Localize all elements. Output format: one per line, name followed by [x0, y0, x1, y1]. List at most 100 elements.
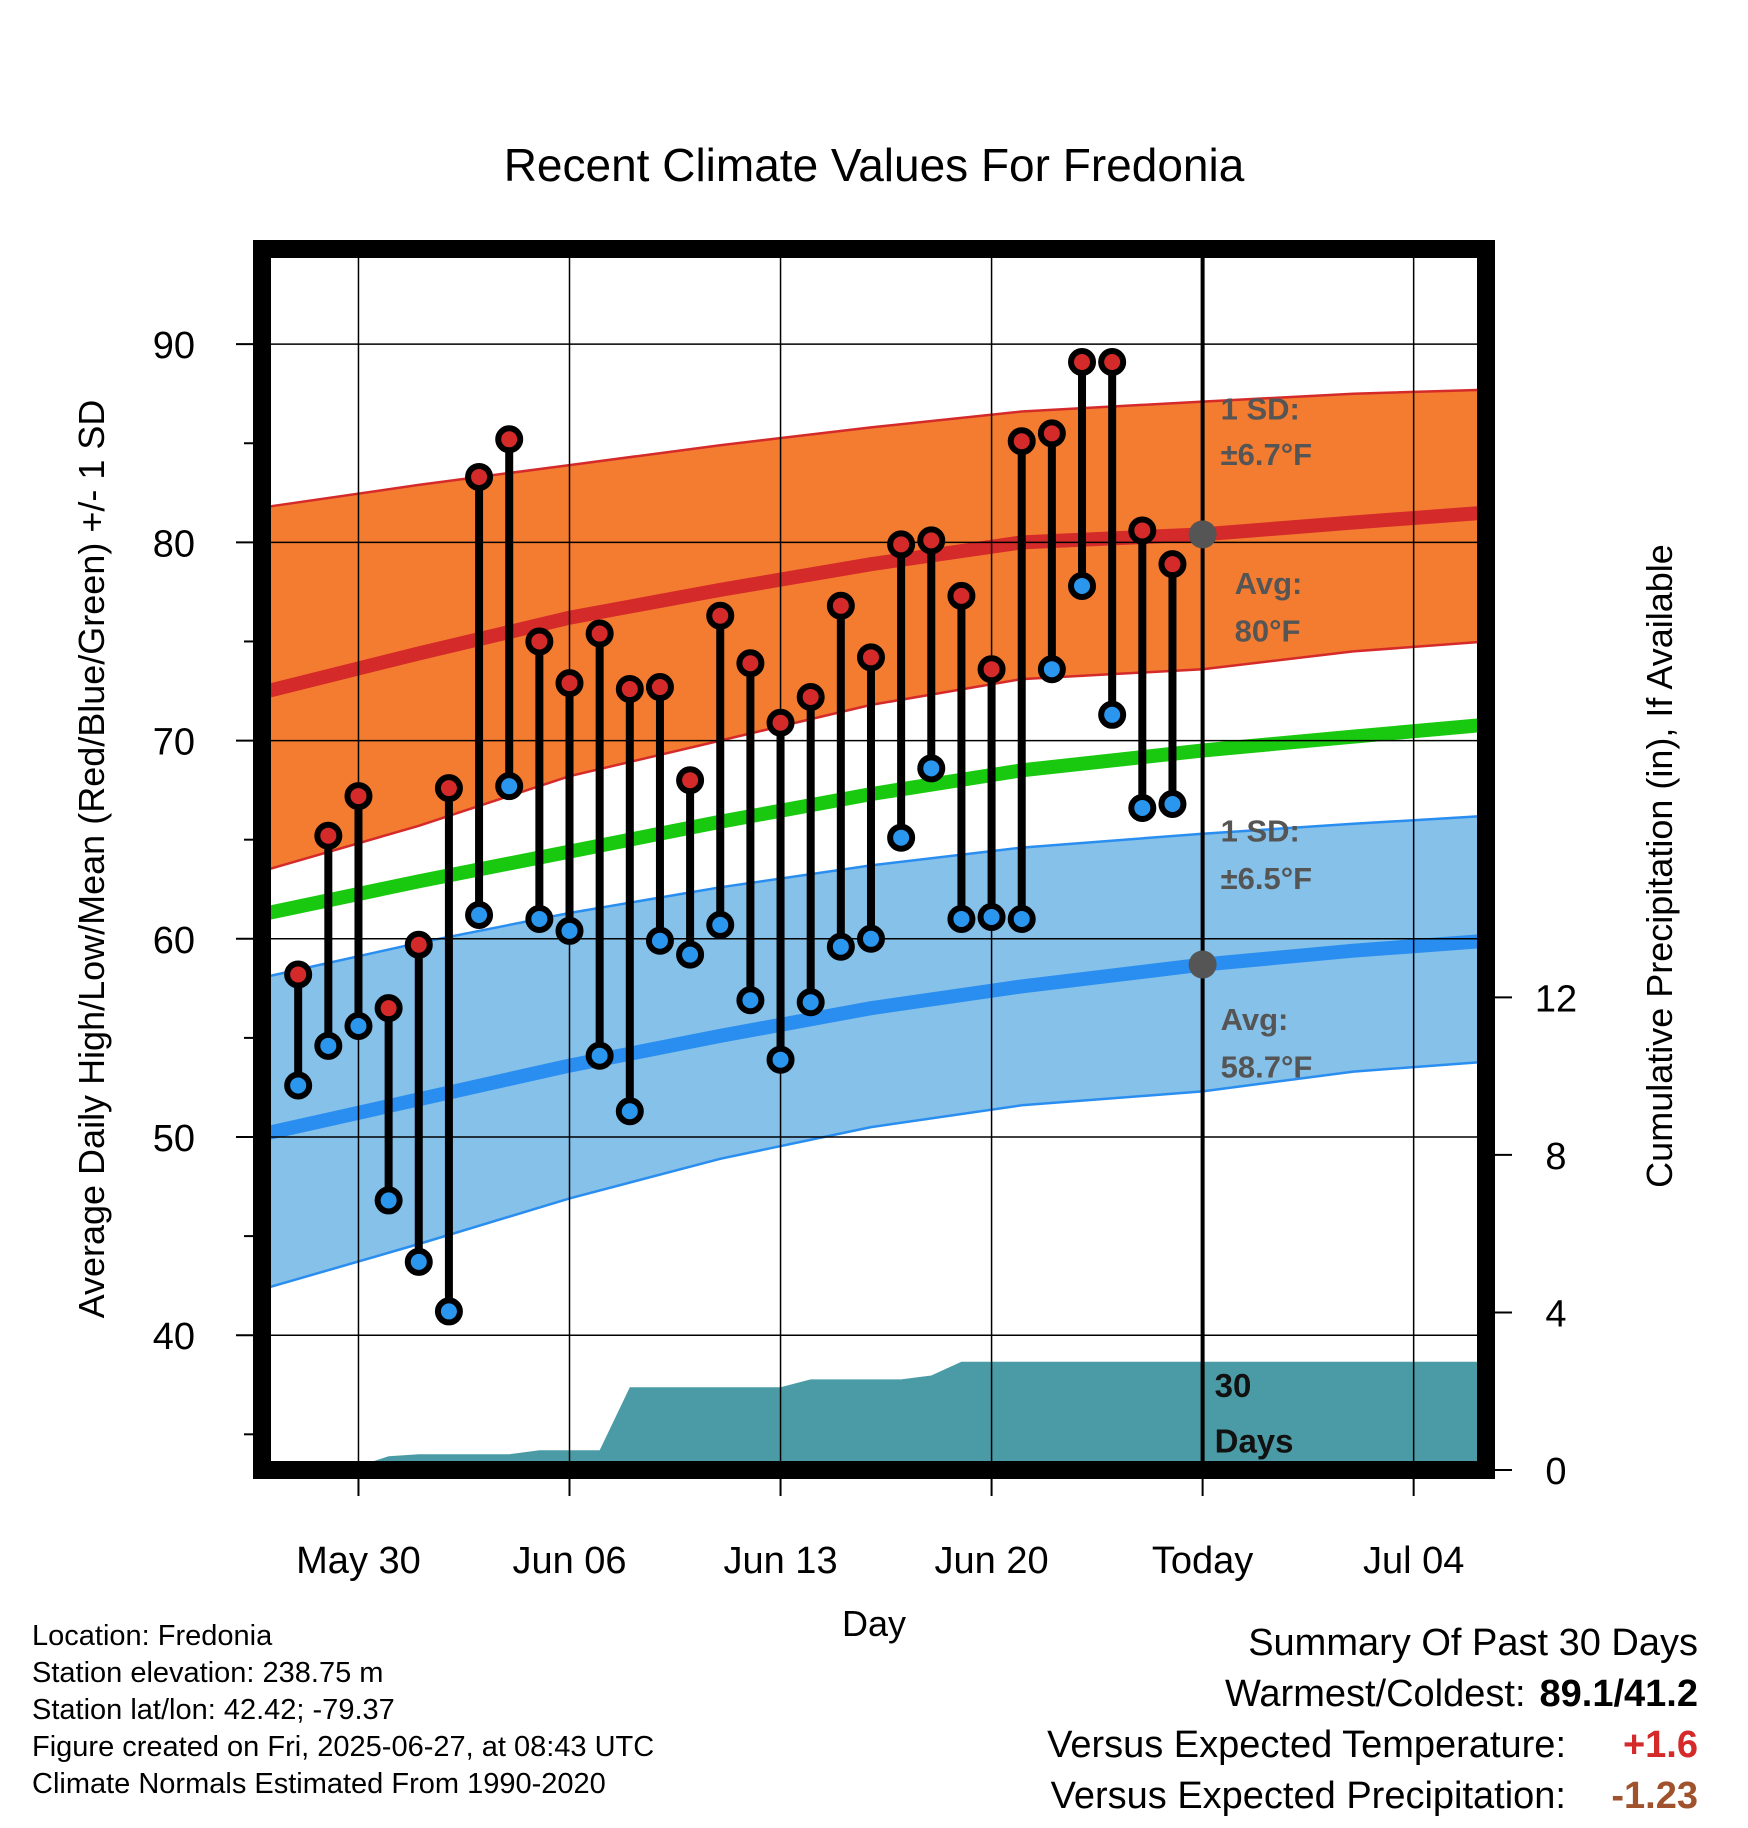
low-temp-point [1037, 655, 1066, 684]
low-temp-point [917, 754, 946, 783]
high-temp-point [796, 682, 825, 711]
latlon-text: Station lat/lon: 42.42; -79.37 [32, 1694, 395, 1726]
high-temp-point [887, 530, 916, 559]
high-temp-point [736, 649, 765, 678]
precip-days-word: Days [1215, 1422, 1294, 1459]
created-text: Figure created on Fri, 2025-06-27, at 08… [32, 1731, 655, 1763]
temp-vs-expected-label: Versus Expected Temperature: [1047, 1724, 1566, 1766]
precip-days-number: 30 [1215, 1367, 1252, 1404]
high-temp-point [917, 526, 946, 555]
high-temp-point [615, 675, 644, 704]
high-temp-point [555, 669, 584, 698]
x-axis-label: Day [842, 1603, 906, 1644]
low-temp-point [404, 1247, 433, 1276]
y2-axis-label: Cumulative Precipitation (in), If Availa… [1639, 544, 1680, 1188]
summary-panel: Summary Of Past 30 Days Warmest/Coldest:… [1047, 1618, 1698, 1822]
high-avg-value: 80°F [1235, 613, 1301, 648]
chart-title: Recent Climate Values For Fredonia [504, 139, 1245, 191]
low-avg-line [266, 933, 1486, 1140]
high-temp-point [1158, 550, 1187, 579]
y-tick-label: 90 [153, 325, 195, 367]
x-tick-label: Today [1152, 1540, 1253, 1582]
low-temp-point [284, 1071, 313, 1100]
x-tick-label: Jun 06 [512, 1540, 626, 1582]
high-temp-point [495, 425, 524, 454]
precip-vs-expected-value: -1.23 [1611, 1775, 1698, 1817]
low-temp-point [706, 910, 735, 939]
low-temp-point [585, 1041, 614, 1070]
x-tick-label: Jun 20 [935, 1540, 1049, 1582]
high-temp-point [465, 462, 494, 491]
low-sd-label: 1 SD: [1221, 814, 1300, 849]
x-tick-label: Jun 13 [723, 1540, 837, 1582]
low-temp-point [615, 1097, 644, 1126]
y2-tick-label: 8 [1545, 1136, 1566, 1178]
low-temp-point [947, 904, 976, 933]
high-temp-point [977, 655, 1006, 684]
high-temp-point [434, 774, 463, 803]
high-temp-point [585, 619, 614, 648]
low-temp-point [344, 1012, 373, 1040]
x-tick-label: Jul 04 [1363, 1540, 1464, 1582]
plot-frame [253, 240, 1495, 1479]
low-temp-point [1098, 700, 1127, 729]
y-tick-label: 60 [153, 920, 195, 962]
y2-tick-label: 12 [1535, 978, 1577, 1020]
low-temp-point [766, 1045, 795, 1074]
high-temp-point [1007, 427, 1036, 456]
low-temp-point [1158, 790, 1187, 818]
high-temp-point [525, 627, 554, 656]
y2-tick-label: 0 [1545, 1451, 1566, 1493]
low-lower-line [267, 1060, 1486, 1289]
high-avg-marker [1188, 520, 1217, 549]
precip-vs-expected-label: Versus Expected Precipitation: [1050, 1775, 1566, 1817]
low-temp-point [465, 901, 494, 929]
low-temp-point [1068, 571, 1097, 600]
high-avg-label: Avg: [1235, 566, 1303, 601]
high-temp-point [676, 766, 705, 795]
low-temp-point [555, 916, 584, 945]
low-temp-point [495, 772, 524, 801]
high-temp-point [826, 591, 855, 620]
high-temp-point [1037, 419, 1066, 448]
y-tick-label: 40 [153, 1316, 195, 1358]
high-temp-point [344, 782, 373, 811]
temp-vs-expected-row: Versus Expected Temperature: +1.6 [1047, 1720, 1698, 1771]
low-temp-point [434, 1297, 463, 1326]
high-temp-point [1128, 516, 1157, 545]
high-temp-point [404, 930, 433, 959]
high-sd-label: 1 SD: [1221, 391, 1300, 426]
elevation-text: Station elevation: 238.75 m [32, 1657, 384, 1689]
low-sd-value: ±6.5°F [1221, 861, 1312, 896]
y-tick-label: 70 [153, 722, 195, 764]
high-temp-point [284, 960, 313, 989]
low-temp-point [1128, 793, 1157, 822]
high-temp-point [856, 643, 885, 672]
warmest-coldest-value: 89.1/41.2 [1539, 1673, 1698, 1715]
low-temp-point [525, 904, 554, 933]
high-temp-point [947, 581, 976, 610]
low-temp-point [1007, 904, 1036, 933]
low-temp-point [645, 926, 674, 955]
high-temp-point [1098, 347, 1127, 376]
normals-text: Climate Normals Estimated From 1990-2020 [32, 1768, 606, 1800]
warmest-coldest-row: Warmest/Coldest: 89.1/41.2 [1047, 1669, 1698, 1720]
low-avg-value: 58.7°F [1221, 1050, 1313, 1085]
high-avg-line [266, 505, 1486, 698]
high-temp-point [314, 821, 343, 850]
low-temp-point [676, 940, 705, 969]
station-info: Location: Fredonia Station elevation: 23… [32, 1618, 654, 1803]
temp-vs-expected-value: +1.6 [1622, 1724, 1698, 1766]
low-temp-point [314, 1031, 343, 1060]
high-temp-point [1068, 347, 1097, 376]
low-temp-point [796, 988, 825, 1017]
low-avg-marker [1188, 950, 1217, 979]
x-tick-label: May 30 [296, 1540, 421, 1582]
y-axis-label: Average Daily High/Low/Mean (Red/Blue/Gr… [71, 400, 112, 1319]
precip-area [268, 1361, 1486, 1470]
high-sd-value: ±6.7°F [1221, 437, 1312, 472]
y2-tick-label: 4 [1545, 1293, 1566, 1335]
low-temp-point [977, 902, 1006, 931]
low-temp-point [856, 924, 885, 953]
